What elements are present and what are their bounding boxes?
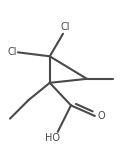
Text: HO: HO: [45, 133, 60, 143]
Text: Cl: Cl: [7, 47, 17, 57]
Text: Cl: Cl: [61, 22, 70, 32]
Text: O: O: [98, 111, 105, 121]
